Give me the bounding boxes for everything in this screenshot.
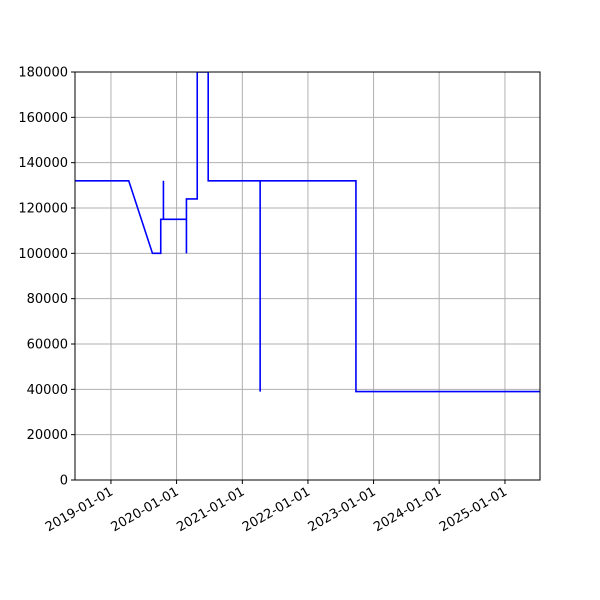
series-line xyxy=(75,72,540,393)
y-tick-label: 60000 xyxy=(27,338,68,353)
y-axis: 0 20000 40000 60000 80000 100000 120000 140000 1… xyxy=(18,66,75,489)
y-tick-label: 160000 xyxy=(18,111,68,126)
y-tick-label: 140000 xyxy=(18,156,68,171)
y-tick-label: 80000 xyxy=(27,292,68,307)
plot-area xyxy=(75,72,540,393)
y-tick-label: 0 xyxy=(60,474,68,489)
y-tick-label: 20000 xyxy=(27,428,68,443)
y-tick-label: 40000 xyxy=(27,383,68,398)
y-tick-label: 120000 xyxy=(18,202,68,217)
y-tick-label: 180000 xyxy=(18,66,68,81)
y-tick-label: 100000 xyxy=(18,247,68,262)
